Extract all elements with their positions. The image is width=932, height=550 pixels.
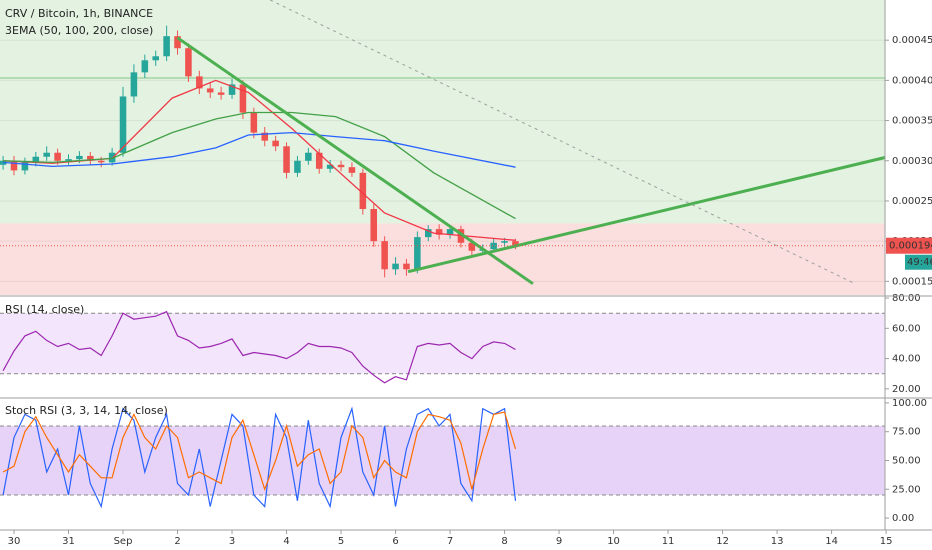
x-tick-label: 3 bbox=[229, 536, 235, 547]
candle-body bbox=[315, 152, 323, 169]
ema-line bbox=[3, 131, 516, 168]
candle-body bbox=[65, 159, 72, 161]
candle-body bbox=[54, 152, 61, 161]
candle-body bbox=[446, 229, 454, 235]
x-tick-label: 5 bbox=[338, 536, 344, 547]
x-tick-label: 8 bbox=[501, 536, 507, 547]
candle-body bbox=[359, 172, 367, 209]
candle-body bbox=[490, 242, 497, 250]
candle-body bbox=[228, 84, 236, 95]
x-tick-label: 4 bbox=[283, 536, 289, 547]
band bbox=[0, 313, 885, 374]
chart-title: CRV / Bitcoin, 1h, BINANCE bbox=[5, 7, 153, 20]
last-price-box bbox=[886, 237, 932, 254]
y-tick-label: 25.00 bbox=[892, 484, 921, 495]
x-tick-label: 2 bbox=[174, 536, 180, 547]
candle-body bbox=[424, 229, 432, 238]
x-tick-label: 14 bbox=[825, 536, 838, 547]
rsi-title: RSI (14, close) bbox=[5, 303, 84, 316]
y-tick-label: 20.00 bbox=[892, 384, 921, 395]
candle-body bbox=[239, 84, 247, 113]
candle-body bbox=[76, 155, 83, 160]
candle-body bbox=[392, 263, 399, 270]
candle-body bbox=[141, 60, 149, 73]
candle-body bbox=[294, 160, 301, 173]
countdown-box bbox=[905, 254, 932, 270]
candle-body bbox=[206, 88, 214, 93]
candle-body bbox=[414, 237, 421, 270]
indicator-title: 3EMA (50, 100, 200, close) bbox=[5, 24, 153, 37]
y-tick-label: 0.0003000 bbox=[892, 156, 932, 167]
zone bbox=[0, 223, 885, 295]
countdown-label: 49:46 bbox=[907, 257, 932, 268]
y-tick-label: 50.00 bbox=[892, 455, 921, 466]
candle-body bbox=[272, 140, 279, 147]
candle-body bbox=[32, 156, 40, 163]
candle-body bbox=[174, 36, 181, 49]
candle-body bbox=[130, 72, 138, 97]
candle-body bbox=[512, 241, 519, 246]
y-tick-label: 0.0001500 bbox=[892, 276, 932, 287]
y-tick-label: 0.0002500 bbox=[892, 196, 932, 207]
x-tick-label: 10 bbox=[607, 536, 620, 547]
x-tick-label: Sep bbox=[114, 536, 133, 547]
y-tick-label: 100.00 bbox=[892, 398, 927, 409]
candle-body bbox=[10, 160, 18, 171]
y-tick-label: 0.0003500 bbox=[892, 116, 932, 127]
zone bbox=[0, 0, 885, 224]
band bbox=[0, 425, 885, 496]
x-tick-label: 6 bbox=[392, 536, 398, 547]
candle-body bbox=[185, 48, 192, 77]
last-price-label: 0.0001943 bbox=[889, 241, 932, 252]
candle-body bbox=[152, 56, 159, 61]
y-tick-label: 60.00 bbox=[892, 323, 921, 334]
candle-body bbox=[97, 160, 105, 163]
candle-body bbox=[381, 241, 388, 270]
candle-body bbox=[348, 167, 356, 173]
candle-body bbox=[435, 229, 443, 235]
x-tick-label: 31 bbox=[62, 536, 75, 547]
candle-body bbox=[403, 263, 410, 270]
stoch-title: Stoch RSI (3, 3, 14, 14, close) bbox=[5, 404, 168, 417]
x-tick-label: 11 bbox=[662, 536, 675, 547]
ema-line bbox=[3, 111, 516, 220]
candle-body bbox=[326, 164, 334, 169]
y-tick-label: 40.00 bbox=[892, 354, 921, 365]
candle-body bbox=[43, 152, 50, 157]
candle-body bbox=[468, 242, 476, 251]
x-tick-label: 30 bbox=[8, 536, 21, 547]
candle-body bbox=[196, 76, 203, 89]
candle-body bbox=[305, 152, 312, 161]
candle-body bbox=[250, 112, 258, 133]
y-tick-label: 75.00 bbox=[892, 427, 921, 438]
x-tick-label: 7 bbox=[447, 536, 453, 547]
candle-body bbox=[87, 155, 94, 161]
x-tick-label: 13 bbox=[771, 536, 784, 547]
indicator-line bbox=[2, 310, 516, 384]
y-tick-label: 0.0004000 bbox=[892, 75, 932, 86]
candle-body bbox=[163, 36, 170, 57]
candle-body bbox=[337, 164, 345, 168]
trend-line bbox=[176, 36, 534, 285]
candle-body bbox=[217, 92, 225, 95]
x-tick-label: 9 bbox=[556, 536, 562, 547]
indicator-line bbox=[2, 406, 517, 509]
y-tick-label: 0.0004500 bbox=[892, 35, 932, 46]
candle-body bbox=[501, 241, 508, 243]
y-tick-label: 80.00 bbox=[892, 293, 921, 304]
candle-body bbox=[21, 162, 29, 171]
candle-body bbox=[119, 96, 127, 153]
candle-body bbox=[283, 146, 290, 173]
x-tick-label: 15 bbox=[880, 536, 893, 547]
x-tick-label: 12 bbox=[716, 536, 729, 547]
trend-line bbox=[407, 156, 886, 274]
candle-body bbox=[261, 132, 269, 141]
candle-body bbox=[370, 208, 378, 242]
trend-line bbox=[269, 0, 856, 285]
indicator-line bbox=[2, 411, 517, 492]
y-tick-label: 0.00 bbox=[892, 513, 914, 524]
